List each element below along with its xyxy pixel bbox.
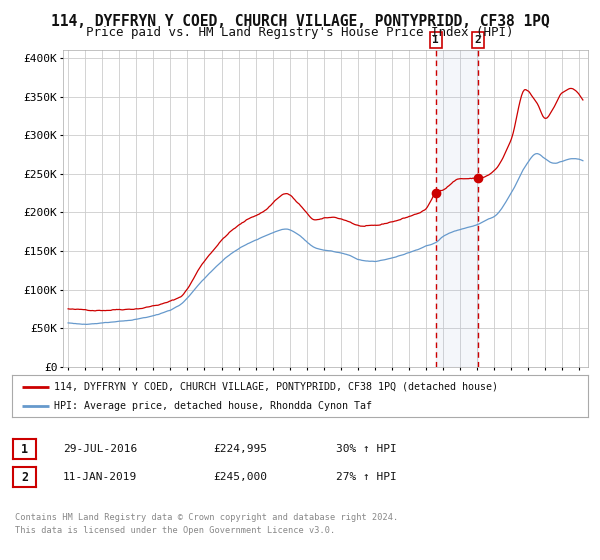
Text: HPI: Average price, detached house, Rhondda Cynon Taf: HPI: Average price, detached house, Rhon… [54, 401, 372, 411]
Text: Contains HM Land Registry data © Crown copyright and database right 2024.: Contains HM Land Registry data © Crown c… [15, 513, 398, 522]
Text: 2: 2 [475, 35, 481, 45]
Text: 29-JUL-2016: 29-JUL-2016 [63, 444, 137, 454]
Bar [436, 50, 478, 367]
Text: Price paid vs. HM Land Registry's House Price Index (HPI): Price paid vs. HM Land Registry's House … [86, 26, 514, 39]
Text: 114, DYFFRYN Y COED, CHURCH VILLAGE, PONTYPRIDD, CF38 1PQ: 114, DYFFRYN Y COED, CHURCH VILLAGE, PON… [50, 14, 550, 29]
Text: This data is licensed under the Open Government Licence v3.0.: This data is licensed under the Open Gov… [15, 526, 335, 535]
Text: 114, DYFFRYN Y COED, CHURCH VILLAGE, PONTYPRIDD, CF38 1PQ (detached house): 114, DYFFRYN Y COED, CHURCH VILLAGE, PON… [54, 381, 498, 391]
Text: 1: 1 [21, 442, 28, 456]
Text: 2: 2 [21, 470, 28, 484]
Text: 11-JAN-2019: 11-JAN-2019 [63, 472, 137, 482]
Text: £224,995: £224,995 [213, 444, 267, 454]
Text: 30% ↑ HPI: 30% ↑ HPI [336, 444, 397, 454]
Text: £245,000: £245,000 [213, 472, 267, 482]
Text: 27% ↑ HPI: 27% ↑ HPI [336, 472, 397, 482]
Text: 1: 1 [433, 35, 439, 45]
